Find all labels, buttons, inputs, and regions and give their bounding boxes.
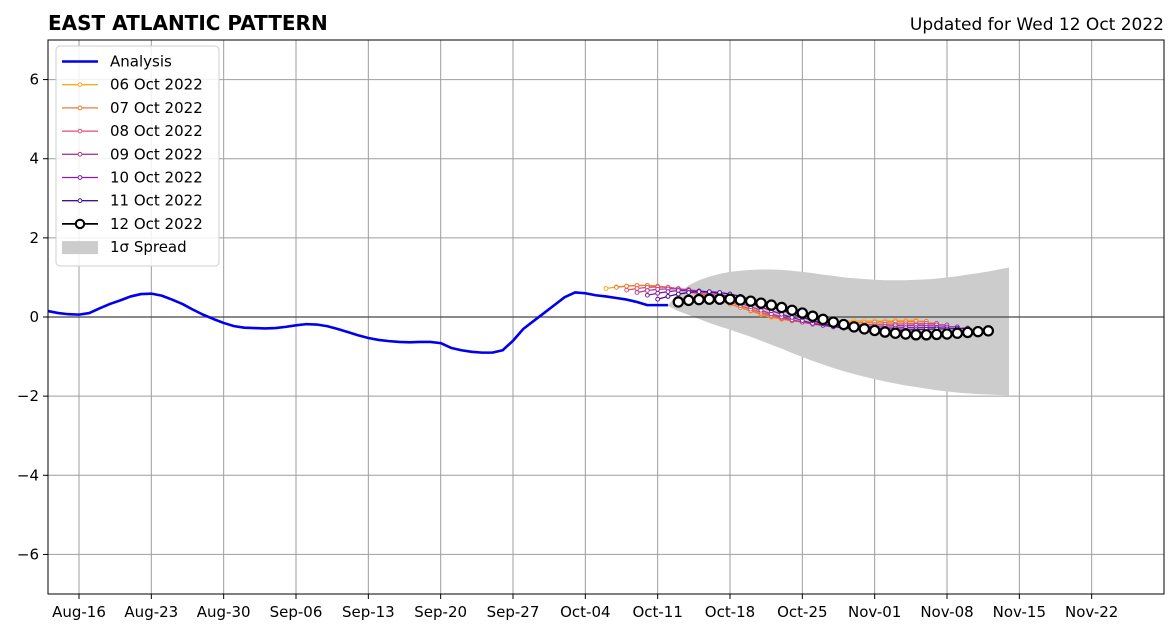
forecast-point (755, 297, 767, 309)
forecast-point (868, 324, 881, 337)
x-tick-label: Nov-22 (1065, 603, 1118, 621)
forecast-point (920, 329, 933, 341)
forecast-point (848, 321, 860, 333)
forecast-point (817, 313, 829, 326)
analysis-line-layer (47, 291, 668, 354)
forecast-point (693, 293, 705, 306)
forecast-point (837, 318, 850, 331)
y-axis-ticks: 6 4 2 0 −2 −4 −6 (17, 71, 48, 563)
legend-swatch-marker (77, 128, 83, 134)
legend-swatch-marker (77, 105, 83, 111)
legend-label: 07 Oct 2022 (110, 99, 203, 117)
y-tick-label: −2 (17, 387, 39, 405)
forecast-point (972, 325, 984, 338)
x-axis-ticks: Aug-16 Aug-23 Aug-30 Sep-06 Sep-13 Sep-20 Sep-… (52, 594, 1118, 621)
forecast-point (889, 327, 902, 339)
forecast-point (634, 286, 640, 291)
forecast-point (655, 296, 661, 302)
legend-label: 11 Oct 2022 (110, 192, 203, 210)
y-tick-label: 6 (29, 71, 39, 89)
x-tick-label: Sep-13 (342, 603, 395, 621)
x-tick-label: Nov-08 (920, 603, 973, 621)
forecast-point (827, 316, 840, 328)
x-tick-label: Oct-11 (632, 603, 682, 621)
legend-label: 12 Oct 2022 (110, 215, 203, 233)
y-tick-label: 4 (29, 150, 39, 168)
legend-label: 09 Oct 2022 (110, 145, 203, 163)
legend-label: 06 Oct 2022 (110, 76, 203, 94)
forecast-point (665, 289, 671, 295)
forecast-point (765, 299, 778, 311)
forecast-point (941, 328, 953, 340)
forecast-point (744, 295, 757, 307)
legend-swatch-marker (77, 175, 83, 180)
forecast-point (682, 294, 695, 307)
legend-swatch-marker (77, 82, 83, 88)
x-tick-label: Nov-01 (848, 603, 901, 621)
chart-title: EAST ATLANTIC PATTERN (48, 11, 328, 35)
forecast-series (672, 293, 995, 341)
forecast-point (879, 326, 891, 338)
legend-swatch-spread (62, 241, 98, 255)
x-tick-label: Oct-18 (705, 603, 755, 621)
x-tick-label: Oct-25 (777, 603, 827, 621)
forecast-point (786, 304, 798, 316)
forecast-lines-layer (603, 282, 995, 341)
forecast-point (603, 286, 609, 291)
forecast-point (655, 286, 661, 292)
analysis-line (47, 291, 668, 354)
legend-label: 1σ Spread (110, 238, 187, 256)
chart-subtitle: Updated for Wed 12 Oct 2022 (910, 15, 1164, 35)
forecast-point (655, 290, 661, 296)
forecast-point (634, 290, 640, 295)
y-tick-label: 2 (29, 229, 39, 247)
forecast-point (713, 293, 726, 305)
x-tick-label: Sep-06 (270, 603, 323, 621)
forecast-point (706, 289, 712, 295)
x-tick-label: Nov-15 (993, 603, 1046, 621)
forecast-point (665, 294, 671, 299)
legend-label: 10 Oct 2022 (110, 169, 203, 187)
legend-label: Analysis (110, 53, 172, 71)
x-tick-label: Aug-23 (124, 603, 178, 621)
legend-swatch-marker (74, 218, 86, 230)
forecast-point (930, 328, 943, 341)
x-tick-label: Sep-20 (414, 603, 467, 621)
legend-swatch-marker (77, 151, 83, 157)
forecast-point (644, 288, 650, 293)
forecast-point (775, 301, 788, 314)
forecast-point (899, 328, 912, 340)
forecast-point (961, 326, 974, 339)
y-tick-label: −4 (17, 466, 39, 484)
forecast-point (686, 290, 692, 295)
forecast-point (951, 327, 964, 339)
x-tick-label: Aug-30 (197, 603, 251, 621)
forecast-point (696, 289, 702, 295)
forecast-point (613, 284, 619, 290)
forecast-point (858, 323, 871, 335)
x-tick-label: Aug-16 (52, 603, 106, 621)
forecast-point (624, 287, 630, 293)
legend-label: 08 Oct 2022 (110, 122, 203, 140)
forecast-point (910, 329, 922, 341)
forecast-point (734, 294, 747, 306)
forecast-point (796, 307, 809, 319)
legend-box (55, 45, 220, 267)
y-tick-label: −6 (17, 545, 39, 563)
forecast-point (624, 283, 630, 289)
y-tick-label: 0 (29, 308, 39, 326)
x-tick-label: Oct-04 (560, 603, 610, 621)
forecast-point (806, 310, 819, 322)
forecast-point (675, 291, 681, 297)
forecast-point (703, 293, 716, 305)
forecast-point (672, 296, 685, 308)
legend: Analysis 06 Oct 2022 07 Oct 2022 08 Oct 202… (55, 45, 220, 267)
forecast-point (644, 292, 650, 298)
x-tick-label: Sep-27 (487, 603, 540, 621)
forecast-point (724, 293, 736, 305)
forecast-point (982, 325, 995, 337)
legend-swatch-marker (77, 198, 83, 204)
